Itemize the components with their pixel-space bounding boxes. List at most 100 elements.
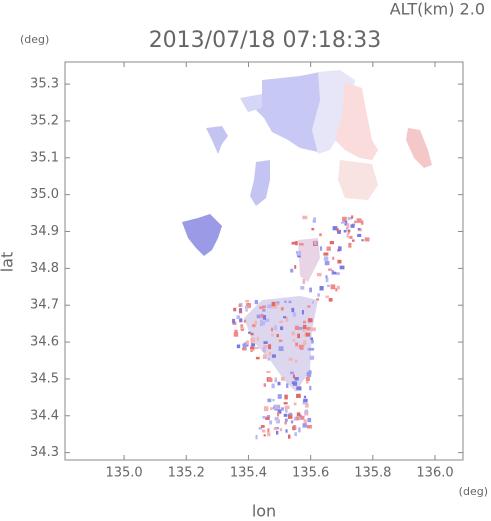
y-tick-label: 34.9 [30,224,59,239]
x-axis-label: lon [252,502,276,521]
speckle [336,285,340,290]
speckle [240,324,244,328]
y-tick-label: 35.1 [30,150,59,165]
y-tick-label: 34.8 [30,261,59,276]
speckle [252,324,256,328]
x-tick-label: 135.8 [354,466,391,481]
speckle [329,241,335,245]
speckle [284,394,288,400]
speckle [276,430,279,435]
speckle [311,300,314,304]
speckle [267,304,273,309]
echo-blob [250,160,270,206]
x-tick-label: 135.0 [105,466,142,481]
y-unit: (deg) [20,33,49,46]
y-axis-label: lat [0,252,17,273]
speckle [240,327,245,330]
speckle [360,220,364,225]
speckle [306,327,311,331]
speckle [283,316,287,319]
speckle [246,303,251,308]
speckle [302,343,305,347]
speckle [268,351,272,356]
speckle [294,432,297,437]
speckle [306,380,309,384]
speckle [307,318,313,323]
speckle [279,320,284,323]
echo-blob [406,128,432,168]
speckle [350,224,355,228]
speckles [232,215,370,440]
x-tick-label: 135.4 [230,466,267,481]
speckle [331,270,334,275]
speckle [242,343,247,349]
y-tick-label: 35.3 [30,77,59,92]
speckle [288,413,293,419]
speckle [325,275,328,279]
speckle [311,339,314,344]
speckle [267,415,271,418]
speckle [323,256,329,261]
speckle [276,421,280,424]
speckle [356,218,362,223]
speckle [277,394,282,399]
x-unit: (deg) [459,485,488,498]
speckle [246,340,249,345]
speckle [271,301,276,306]
speckle [263,383,267,387]
speckle [293,417,297,421]
speckle [291,307,295,313]
speckle [303,398,308,403]
speckle [327,284,330,288]
speckle [332,226,338,231]
speckle [293,402,297,406]
speckle [307,305,311,308]
speckle [277,381,281,386]
speckle [261,429,266,433]
speckle [296,393,301,398]
speckle [305,332,311,337]
speckle [267,433,271,437]
speckle [294,325,300,330]
speckle [316,298,320,301]
speckle [310,337,314,341]
speckle [283,413,288,417]
speckle [254,346,259,350]
y-tick-label: 34.6 [30,335,59,350]
speckle [357,228,361,231]
speckle [273,427,277,431]
speckle [299,414,302,418]
speckle [300,286,305,290]
speckle [243,319,247,323]
speckle [330,284,336,290]
speckle [233,332,239,337]
speckle [343,229,347,233]
speckle [306,424,312,429]
speckle [302,423,307,428]
speckle [319,286,324,291]
speckle [272,304,278,309]
x-tick-label: 136.0 [416,466,453,481]
speckle [301,310,304,315]
chart-title: 2013/07/18 07:18:33 [149,28,382,53]
speckle [297,254,301,258]
speckle [294,265,297,269]
speckle [262,308,266,312]
speckle [256,314,261,319]
speckle [262,354,267,360]
plot-frame [64,61,464,461]
speckle [302,215,308,220]
speckle [275,303,279,306]
x-tick-label: 135.2 [168,466,205,481]
speckle [290,371,294,375]
speckle [303,395,307,399]
speckle [244,305,249,309]
speckle [305,377,310,382]
speckle [302,328,306,333]
speckle [299,243,304,246]
speckle [292,339,296,342]
speckle [288,357,293,361]
echo-blob [298,238,320,282]
speckle [291,381,297,385]
speckle [339,265,345,270]
